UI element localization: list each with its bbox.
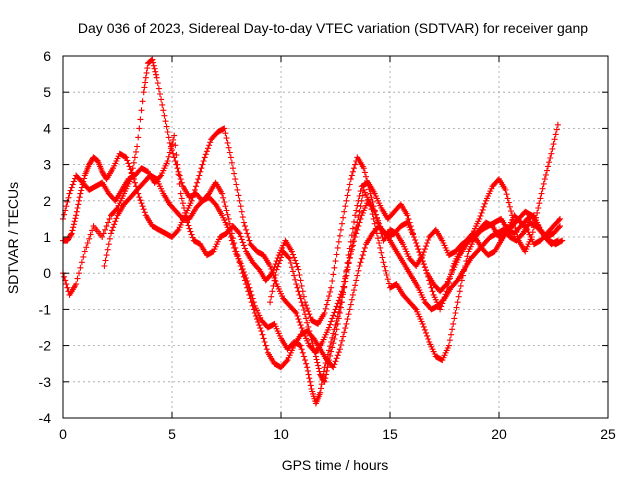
x-tick-label: 10 bbox=[273, 426, 289, 442]
x-tick-label: 0 bbox=[59, 426, 67, 442]
y-axis-label: SDTVAR / TECUs bbox=[5, 182, 21, 294]
data-points bbox=[60, 56, 566, 407]
x-tick-label: 5 bbox=[168, 426, 176, 442]
y-tick-label: -1 bbox=[39, 301, 52, 317]
grid-lines bbox=[63, 56, 608, 418]
y-tick-label: 2 bbox=[43, 193, 51, 209]
x-tick-label: 25 bbox=[600, 426, 616, 442]
y-tick-label: 4 bbox=[43, 120, 51, 136]
x-tick-label: 20 bbox=[491, 426, 507, 442]
y-tick-label: -2 bbox=[39, 338, 52, 354]
chart-title: Day 036 of 2023, Sidereal Day-to-day VTE… bbox=[78, 20, 588, 36]
plus-markers bbox=[60, 132, 563, 327]
x-axis-label: GPS time / hours bbox=[282, 457, 389, 473]
y-tick-label: -4 bbox=[39, 410, 52, 426]
plus-markers bbox=[101, 172, 566, 371]
series-track-1 bbox=[60, 56, 563, 407]
y-tick-label: 6 bbox=[43, 48, 51, 64]
axis-ticks: 0 5 10 15 20 25 -4 -3 -2 -1 0 1 2 3 4 5 6 bbox=[39, 48, 616, 442]
series-track-5 bbox=[267, 179, 561, 385]
x-tick-label: 15 bbox=[382, 426, 398, 442]
y-tick-label: 1 bbox=[43, 229, 51, 245]
series-track-2 bbox=[60, 132, 563, 327]
plus-markers bbox=[60, 56, 563, 407]
y-tick-label: -3 bbox=[39, 374, 52, 390]
series-track-4 bbox=[101, 172, 566, 371]
y-tick-label: 5 bbox=[43, 84, 51, 100]
y-tick-label: 0 bbox=[43, 265, 51, 281]
plus-markers bbox=[267, 179, 561, 385]
y-tick-label: 3 bbox=[43, 157, 51, 173]
